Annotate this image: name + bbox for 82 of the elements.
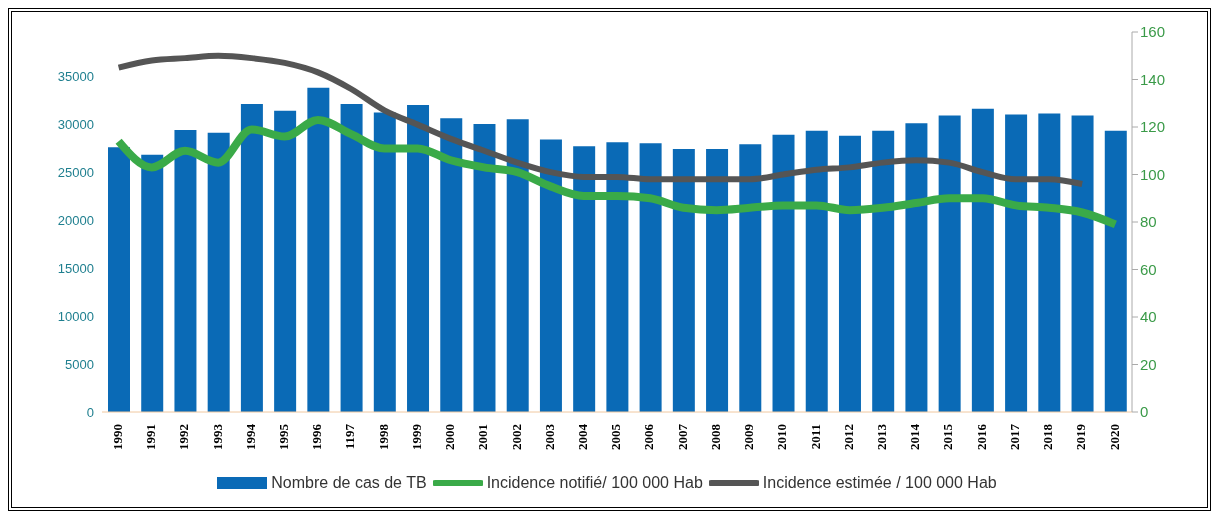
- x-tick-label: 1998: [375, 423, 391, 450]
- bar: [905, 123, 928, 412]
- x-tick-label: 2003: [541, 423, 557, 450]
- y2-tick-label: 60: [1140, 260, 1157, 278]
- x-tick-label: 2020: [1106, 424, 1122, 450]
- x-tick-label: 1197: [342, 423, 358, 450]
- bar: [141, 154, 164, 412]
- x-tick-label: 2000: [442, 424, 458, 450]
- y2-tick-label: 80: [1140, 213, 1157, 231]
- bar: [1071, 115, 1094, 412]
- x-tick-label: 2017: [1006, 423, 1022, 450]
- bar: [373, 112, 396, 412]
- bar: [274, 110, 297, 412]
- y-tick-label: 10000: [57, 308, 94, 324]
- x-tick-label: 2019: [1073, 423, 1089, 450]
- y2-tick-label: 160: [1140, 23, 1166, 41]
- bar: [639, 143, 662, 412]
- x-tick-label: 1992: [176, 424, 192, 450]
- bar: [1104, 130, 1127, 412]
- y-tick-label: 20000: [57, 212, 94, 228]
- bar: [174, 129, 197, 412]
- legend-label: Incidence estimée / 100 000 Hab: [762, 474, 997, 492]
- bar: [573, 146, 596, 412]
- bar: [207, 132, 230, 412]
- bar: [539, 139, 562, 412]
- bar: [1038, 113, 1061, 412]
- x-tick-label: 2002: [508, 424, 524, 450]
- x-tick-label: 2009: [741, 423, 757, 450]
- y2-tick-label: 40: [1140, 308, 1157, 326]
- bar: [971, 108, 994, 412]
- y-tick-label: 35000: [57, 68, 94, 84]
- y2-tick-label: 120: [1140, 118, 1166, 136]
- x-tick-label: 2001: [475, 424, 491, 450]
- x-tick-label: 1990: [109, 424, 125, 450]
- bar: [506, 119, 529, 412]
- x-tick-label: 2004: [575, 423, 590, 450]
- y-tick-label: 5000: [65, 356, 94, 372]
- x-tick-label: 2015: [940, 423, 956, 450]
- y2-tick-label: 140: [1140, 70, 1166, 88]
- bar: [440, 118, 463, 412]
- bar: [772, 134, 795, 412]
- y2-tick-label: 20: [1140, 355, 1157, 373]
- x-tick-label: 2007: [674, 423, 690, 450]
- x-tick-label: 1994: [242, 423, 258, 450]
- y2-tick-label: 0: [1140, 403, 1149, 421]
- y-tick-label: 30000: [57, 116, 94, 132]
- bar: [838, 135, 861, 412]
- bar: [240, 103, 263, 412]
- x-tick-label: 1996: [309, 423, 325, 450]
- bar: [340, 103, 363, 412]
- x-tick-label: 2014: [907, 423, 923, 450]
- x-tick-label: 1999: [408, 423, 424, 450]
- y-tick-label: 25000: [57, 164, 94, 180]
- bar: [473, 124, 496, 412]
- x-tick-label: 2016: [973, 423, 989, 450]
- x-tick-label: 2013: [874, 423, 890, 450]
- legend-label: Nombre de cas de TB: [271, 474, 427, 492]
- bar: [407, 104, 430, 412]
- y-tick-label: 0: [86, 404, 94, 420]
- y-tick-label: 15000: [57, 260, 94, 276]
- bar: [307, 87, 330, 412]
- x-tick-label: 2008: [707, 423, 723, 450]
- x-tick-label: 2018: [1040, 423, 1056, 450]
- x-tick-label: 1991: [143, 424, 159, 450]
- bar: [706, 149, 729, 412]
- x-tick-label: 2012: [840, 424, 856, 450]
- x-tick-label: 2005: [608, 423, 624, 450]
- y2-tick-label: 100: [1140, 165, 1166, 183]
- bar: [805, 130, 828, 412]
- bar: [938, 115, 961, 412]
- x-tick-label: 2011: [807, 424, 823, 450]
- bar: [1005, 114, 1028, 412]
- legend-label: Incidence notifié/ 100 000 Hab: [486, 474, 703, 492]
- bar: [606, 142, 629, 412]
- x-tick-label: 1995: [275, 423, 291, 450]
- bar: [108, 147, 130, 412]
- x-tick-label: 1993: [209, 423, 225, 450]
- bar: [672, 149, 695, 412]
- bar: [739, 144, 762, 412]
- bar: [872, 130, 895, 412]
- x-tick-label: 2010: [774, 424, 790, 450]
- x-tick-label: 2006: [641, 423, 657, 450]
